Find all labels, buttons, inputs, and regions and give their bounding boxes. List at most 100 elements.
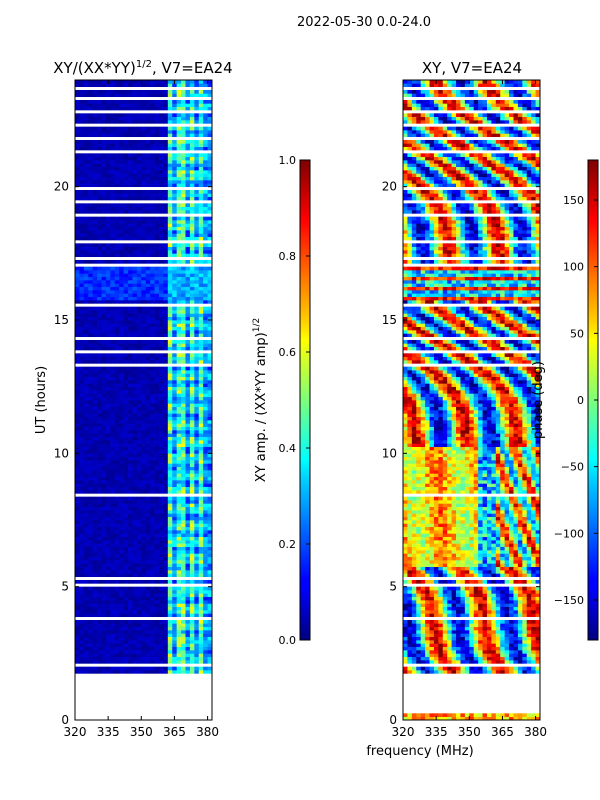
- heatmap-cell: [88, 623, 94, 628]
- heatmap-cell: [198, 193, 204, 198]
- heatmap-cell: [119, 420, 124, 424]
- heatmap-cell: [145, 93, 151, 98]
- heatmap-cell: [128, 656, 133, 661]
- heatmap-cell: [198, 283, 204, 288]
- heatmap-cell: [158, 406, 164, 411]
- heatmap-cell: [123, 623, 129, 628]
- heatmap-cell: [123, 156, 129, 161]
- heatmap-cell: [154, 570, 160, 574]
- heatmap-cell: [132, 666, 138, 671]
- heatmap-cell: [189, 156, 195, 161]
- heatmap-cell: [194, 196, 200, 201]
- heatmap-cell: [110, 106, 116, 111]
- heatmap-cell: [110, 300, 116, 304]
- heatmap-cell: [150, 380, 155, 384]
- heatmap-cell: [105, 556, 111, 561]
- heatmap-cell: [110, 473, 116, 478]
- heatmap-cell: [203, 386, 208, 391]
- heatmap-cell: [132, 370, 138, 374]
- heatmap-cell: [136, 170, 142, 174]
- heatmap-cell: [145, 286, 151, 291]
- heatmap-cell: [154, 470, 160, 474]
- heatmap-cell: [176, 596, 182, 601]
- heatmap-cell: [123, 403, 129, 408]
- heatmap-cell: [105, 480, 111, 484]
- heatmap-cell: [172, 420, 177, 424]
- heatmap-cell: [145, 463, 151, 468]
- heatmap-cell: [145, 466, 151, 471]
- heatmap-cell: [145, 503, 151, 508]
- heatmap-cell: [123, 270, 129, 274]
- heatmap-cell: [79, 633, 85, 638]
- heatmap-cell: [163, 116, 169, 121]
- heatmap-cell: [123, 226, 129, 231]
- heatmap-cell: [150, 376, 155, 381]
- heatmap-cell: [75, 496, 80, 501]
- heatmap-cell: [194, 656, 200, 661]
- heatmap-cell: [150, 656, 155, 661]
- heatmap-cell: [194, 143, 200, 148]
- heatmap-cell: [181, 483, 186, 488]
- heatmap-cell: [83, 230, 89, 234]
- heatmap-cell: [105, 533, 111, 538]
- heatmap-cell: [114, 330, 120, 334]
- heatmap-cell: [167, 593, 173, 598]
- heatmap-cell: [128, 483, 133, 488]
- heatmap-cell: [203, 153, 208, 158]
- heatmap-cell: [189, 516, 195, 521]
- heatmap-cell: [79, 426, 85, 431]
- heatmap-cell: [158, 326, 164, 331]
- heatmap-cell: [447, 713, 452, 718]
- heatmap-cell: [123, 433, 129, 438]
- heatmap-cell: [123, 603, 129, 608]
- heatmap-cell: [79, 106, 85, 111]
- heatmap-cell: [189, 426, 195, 431]
- heatmap-cell: [194, 156, 200, 161]
- heatmap-cell: [181, 190, 186, 194]
- heatmap-cell: [141, 276, 147, 281]
- heatmap-cell: [185, 426, 191, 431]
- heatmap-cell: [92, 560, 98, 564]
- heatmap-cell: [154, 300, 160, 304]
- heatmap-cell: [181, 170, 186, 174]
- heatmap-cell: [172, 580, 177, 584]
- heatmap-cell: [167, 143, 173, 148]
- heatmap-cell: [83, 543, 89, 548]
- heatmap-cell: [75, 166, 80, 171]
- heatmap-cell: [158, 640, 164, 644]
- heatmap-cell: [79, 450, 85, 454]
- heatmap-cell: [105, 443, 111, 448]
- heatmap-cell: [181, 453, 186, 458]
- heatmap-cell: [92, 360, 98, 364]
- heatmap-cell: [198, 386, 204, 391]
- heatmap-cell: [119, 340, 124, 344]
- heatmap-cell: [83, 453, 89, 458]
- heatmap-cell: [181, 560, 186, 564]
- heatmap-cell: [101, 400, 107, 404]
- heatmap-cell: [79, 630, 85, 634]
- heatmap-cell: [105, 340, 111, 344]
- heatmap-cell: [136, 356, 142, 361]
- heatmap-cell: [158, 226, 164, 231]
- heatmap-cell: [167, 466, 173, 471]
- heatmap-cell: [163, 216, 169, 221]
- heatmap-cell: [119, 90, 124, 94]
- heatmap-cell: [119, 373, 124, 378]
- heatmap-cell: [110, 230, 116, 234]
- heatmap-cell: [189, 570, 195, 574]
- heatmap-cell: [83, 660, 89, 664]
- heatmap-cell: [141, 273, 147, 278]
- heatmap-cell: [123, 236, 129, 241]
- heatmap-cell: [114, 406, 120, 411]
- heatmap-cell: [128, 170, 133, 174]
- heatmap-cell: [194, 393, 200, 398]
- heatmap-cell: [136, 423, 142, 428]
- heatmap-cell: [101, 440, 107, 444]
- heatmap-cell: [185, 610, 191, 614]
- heatmap-cell: [119, 310, 124, 314]
- heatmap-cell: [185, 176, 191, 181]
- heatmap-cell: [207, 326, 213, 331]
- heatmap-cell: [185, 100, 191, 104]
- heatmap-cell: [163, 93, 169, 98]
- heatmap-cell: [132, 670, 138, 674]
